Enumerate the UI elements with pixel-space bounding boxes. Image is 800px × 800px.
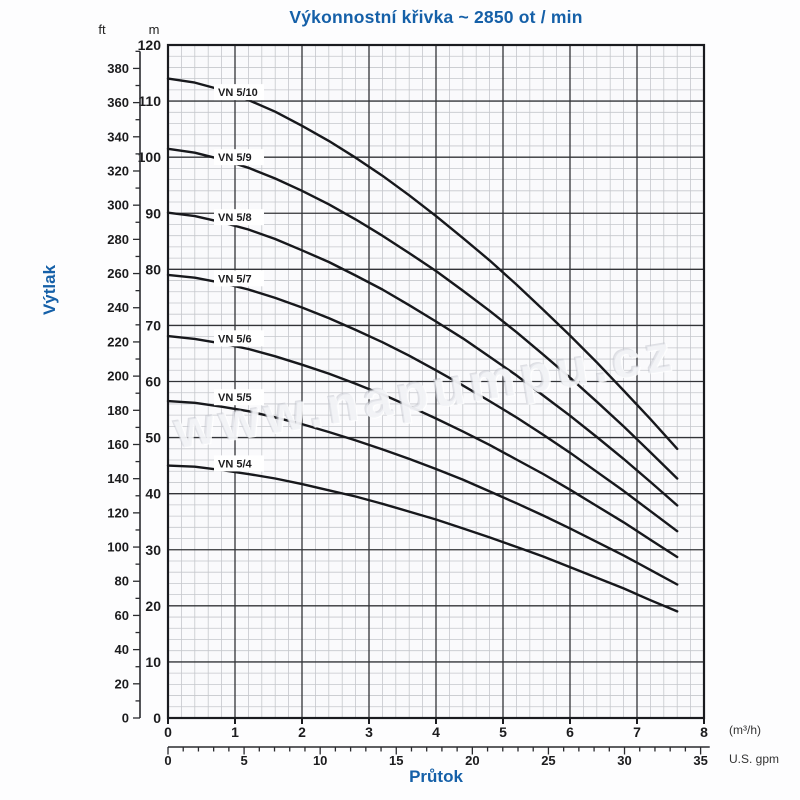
ft-unit-label: ft <box>98 22 106 37</box>
ft-axis-tick-label: 40 <box>115 642 129 657</box>
y-axis-title: Výtlak <box>40 264 59 316</box>
m-unit-label: m <box>148 22 160 37</box>
ft-axis-tick-label: 160 <box>107 437 129 452</box>
m3h-axis-tick-label: 2 <box>298 724 306 740</box>
ft-axis-tick-label: 360 <box>107 95 129 110</box>
curve-label-mask <box>214 149 264 166</box>
ft-axis-tick-label: 60 <box>115 608 129 623</box>
ft-axis-tick-label: 320 <box>107 163 129 178</box>
m-axis-tick-label: 90 <box>145 205 161 221</box>
curve-label: VN 5/8 <box>218 212 252 224</box>
m3h-unit-label: (m³/h) <box>729 723 761 737</box>
gpm-axis-tick-label: 5 <box>240 753 247 768</box>
x-axis-title: Průtok <box>409 767 463 786</box>
ft-axis-tick-label: 220 <box>107 334 129 349</box>
curve-label-mask <box>214 455 264 472</box>
curve-label: VN 5/6 <box>218 333 252 345</box>
m-axis-tick-label: 100 <box>138 149 162 165</box>
curve-VN-5-10 <box>166 77 679 450</box>
m3h-axis-tick-label: 3 <box>365 724 373 740</box>
m3h-axis-tick-label: 1 <box>231 724 239 740</box>
m3h-axis-tick-label: 8 <box>700 724 708 740</box>
m-axis-tick-label: 50 <box>145 430 161 446</box>
chart-title: Výkonnostní křivka ~ 2850 ot / min <box>289 7 583 27</box>
m-axis-tick-label: 70 <box>145 317 161 333</box>
ft-axis-tick-label: 140 <box>107 471 129 486</box>
curve-VN-5-9 <box>166 147 679 480</box>
curve-VN-5-7 <box>166 273 679 533</box>
m3h-axis-tick-label: 7 <box>633 724 641 740</box>
gpm-axis-tick-label: 25 <box>541 753 555 768</box>
ft-axis-tick-label: 80 <box>115 574 129 589</box>
ft-axis-tick-label: 340 <box>107 129 129 144</box>
gpm-axis-tick-label: 20 <box>465 753 479 768</box>
m-axis-tick-label: 110 <box>138 93 161 109</box>
ft-axis-tick-label: 240 <box>107 300 129 315</box>
ft-axis-tick-label: 280 <box>107 232 129 247</box>
m-axis-tick-label: 80 <box>145 261 161 277</box>
m3h-axis-tick-label: 0 <box>164 724 172 740</box>
gpm-axis-tick-label: 10 <box>313 753 327 768</box>
gpm-axis-tick-label: 0 <box>164 753 171 768</box>
m-axis-tick-label: 10 <box>145 654 161 670</box>
m-axis-tick-label: 120 <box>138 37 162 53</box>
ft-axis-tick-label: 100 <box>107 540 129 555</box>
gpm-axis-tick-label: 35 <box>693 753 707 768</box>
curve-label: VN 5/5 <box>218 392 252 404</box>
curve-label-mask <box>214 270 264 287</box>
curve-label: VN 5/7 <box>218 273 252 285</box>
curve-VN-5-4 <box>166 464 679 613</box>
m-axis-tick-label: 40 <box>145 486 161 502</box>
m3h-axis-tick-label: 4 <box>432 724 440 740</box>
m-axis-tick-label: 60 <box>145 374 161 390</box>
curve-VN-5-6 <box>166 334 679 559</box>
curve-VN-5-5 <box>166 399 679 586</box>
gpm-unit-label: U.S. gpm <box>729 752 780 766</box>
curve-label-mask <box>214 84 264 101</box>
gpm-axis-tick-label: 30 <box>617 753 631 768</box>
ft-axis-tick-label: 260 <box>107 266 129 281</box>
gpm-axis-tick-label: 15 <box>389 753 403 768</box>
m-axis-tick-label: 20 <box>145 598 161 614</box>
ft-axis-tick-label: 180 <box>107 403 129 418</box>
curve-label-mask <box>214 330 264 347</box>
ft-axis-tick-label: 380 <box>107 61 129 76</box>
ft-axis-tick-label: 0 <box>122 711 129 726</box>
curve-VN-5-8 <box>166 211 679 507</box>
curve-label-mask <box>214 209 264 226</box>
m-axis-tick-label: 0 <box>153 710 161 726</box>
ft-axis-tick-label: 300 <box>107 198 129 213</box>
curve-label: VN 5/10 <box>218 87 258 99</box>
ft-axis-tick-label: 200 <box>107 369 129 384</box>
m3h-axis-tick-label: 5 <box>499 724 507 740</box>
ft-axis-tick-label: 120 <box>107 505 129 520</box>
m3h-axis-tick-label: 6 <box>566 724 574 740</box>
curve-label: VN 5/4 <box>218 458 253 470</box>
ft-axis-tick-label: 20 <box>115 676 129 691</box>
curve-label: VN 5/9 <box>218 152 252 164</box>
curve-label-mask <box>214 389 264 406</box>
m-axis-tick-label: 30 <box>145 542 161 558</box>
